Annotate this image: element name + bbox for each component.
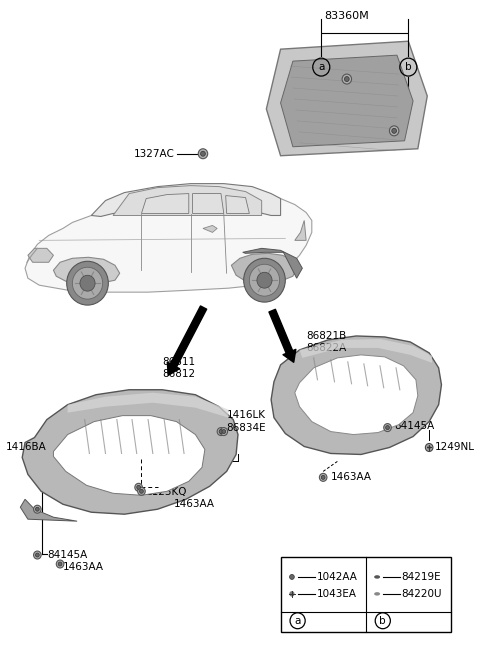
Polygon shape <box>22 390 238 514</box>
Polygon shape <box>53 416 205 495</box>
Circle shape <box>289 575 294 579</box>
Text: 1043EA: 1043EA <box>316 589 357 599</box>
FancyArrowPatch shape <box>269 310 296 362</box>
Polygon shape <box>113 186 262 215</box>
Polygon shape <box>300 339 432 363</box>
Circle shape <box>425 443 433 451</box>
Ellipse shape <box>374 575 380 579</box>
Circle shape <box>287 589 297 599</box>
Text: 83360M: 83360M <box>324 11 369 22</box>
Polygon shape <box>142 194 189 213</box>
Ellipse shape <box>374 592 380 596</box>
Circle shape <box>67 261 108 305</box>
Text: 86812: 86812 <box>162 369 195 379</box>
Polygon shape <box>203 226 217 232</box>
Circle shape <box>287 572 297 582</box>
Polygon shape <box>243 249 302 278</box>
Text: 1416BA: 1416BA <box>6 443 47 453</box>
Circle shape <box>34 551 41 559</box>
Circle shape <box>138 487 145 495</box>
Polygon shape <box>295 355 418 434</box>
Text: 1463AA: 1463AA <box>63 562 104 572</box>
Circle shape <box>198 149 208 159</box>
Circle shape <box>321 476 325 480</box>
Circle shape <box>217 428 225 436</box>
Circle shape <box>219 430 223 434</box>
Circle shape <box>36 553 39 557</box>
Text: 1042AA: 1042AA <box>316 572 358 582</box>
Circle shape <box>257 272 272 288</box>
Ellipse shape <box>371 573 383 581</box>
Polygon shape <box>91 184 281 216</box>
Circle shape <box>222 430 226 434</box>
Circle shape <box>392 129 396 133</box>
Circle shape <box>384 424 391 432</box>
Polygon shape <box>28 249 53 262</box>
Text: 1463AA: 1463AA <box>331 472 372 482</box>
Text: 84145A: 84145A <box>47 550 87 560</box>
Polygon shape <box>20 499 77 521</box>
Polygon shape <box>231 253 297 283</box>
Polygon shape <box>295 220 306 240</box>
Circle shape <box>220 428 228 436</box>
Text: 86822A: 86822A <box>306 343 347 353</box>
Bar <box>281 557 451 632</box>
Circle shape <box>140 489 144 493</box>
Circle shape <box>36 507 39 511</box>
Circle shape <box>34 505 41 513</box>
Polygon shape <box>266 41 427 155</box>
Circle shape <box>244 258 285 302</box>
Circle shape <box>319 474 327 482</box>
Circle shape <box>385 426 389 430</box>
Ellipse shape <box>371 590 383 598</box>
Circle shape <box>58 562 62 566</box>
Text: 1249NL: 1249NL <box>435 443 475 453</box>
Circle shape <box>389 126 399 136</box>
Circle shape <box>249 264 280 296</box>
Text: 1416LK: 1416LK <box>227 409 265 420</box>
Circle shape <box>56 560 64 568</box>
Text: 84219E: 84219E <box>402 572 441 582</box>
Circle shape <box>427 445 431 449</box>
Polygon shape <box>226 195 249 213</box>
Polygon shape <box>68 393 228 418</box>
Text: b: b <box>405 62 412 72</box>
Circle shape <box>289 591 295 596</box>
Circle shape <box>137 485 141 489</box>
Circle shape <box>345 77 349 81</box>
Text: 1463AA: 1463AA <box>174 499 215 509</box>
Polygon shape <box>271 336 442 455</box>
Circle shape <box>135 483 143 491</box>
Circle shape <box>201 152 205 156</box>
Text: a: a <box>294 616 301 626</box>
Text: 86834E: 86834E <box>227 422 266 432</box>
Text: b: b <box>380 616 386 626</box>
Polygon shape <box>281 55 413 147</box>
Circle shape <box>80 276 95 291</box>
Text: 84220U: 84220U <box>402 589 442 599</box>
Text: 86821B: 86821B <box>306 331 347 341</box>
Text: 1327AC: 1327AC <box>134 149 175 159</box>
Circle shape <box>72 267 103 299</box>
Text: 84145A: 84145A <box>394 420 434 430</box>
Text: 86811: 86811 <box>162 357 195 367</box>
Polygon shape <box>53 257 120 284</box>
Text: 1125KQ: 1125KQ <box>146 487 188 497</box>
Polygon shape <box>25 188 312 292</box>
FancyArrowPatch shape <box>167 306 207 375</box>
Circle shape <box>342 74 351 84</box>
Polygon shape <box>192 194 224 213</box>
Text: a: a <box>318 62 324 72</box>
